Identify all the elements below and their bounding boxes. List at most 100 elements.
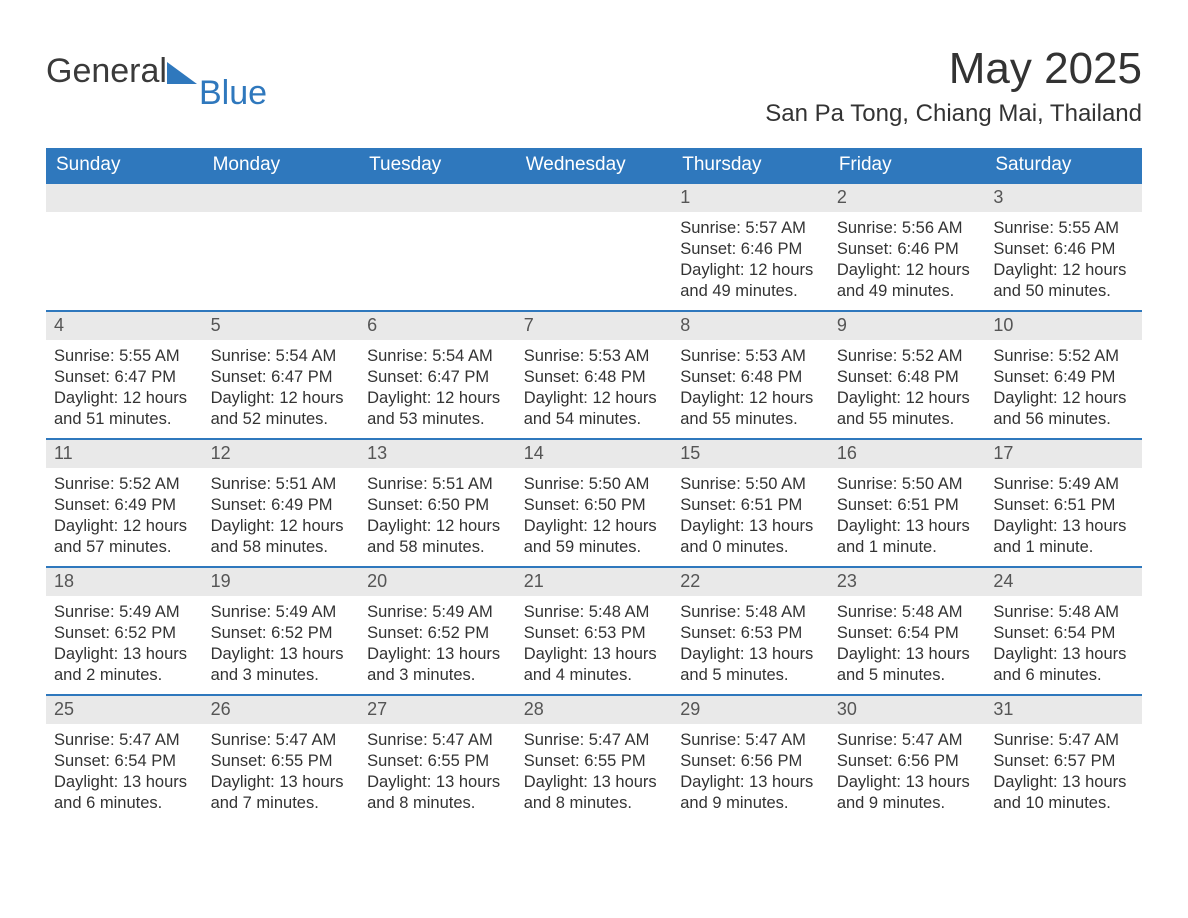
day-number: 17 — [985, 440, 1142, 467]
calendar-body: 1Sunrise: 5:57 AMSunset: 6:46 PMDaylight… — [46, 183, 1142, 823]
sunrise-text: Sunrise: 5:48 AM — [837, 602, 978, 623]
sunset-text: Sunset: 6:55 PM — [211, 751, 352, 772]
daylight-text: Daylight: 12 hours and 56 minutes. — [993, 388, 1134, 430]
daylight-text: Daylight: 13 hours and 1 minute. — [993, 516, 1134, 558]
sunset-text: Sunset: 6:57 PM — [993, 751, 1134, 772]
calendar-day-cell: 18Sunrise: 5:49 AMSunset: 6:52 PMDayligh… — [46, 567, 203, 695]
day-details: Sunrise: 5:56 AMSunset: 6:46 PMDaylight:… — [829, 212, 986, 306]
day-details: Sunrise: 5:51 AMSunset: 6:49 PMDaylight:… — [203, 468, 360, 562]
calendar-day-cell: 22Sunrise: 5:48 AMSunset: 6:53 PMDayligh… — [672, 567, 829, 695]
sunset-text: Sunset: 6:56 PM — [680, 751, 821, 772]
calendar-day-cell: 2Sunrise: 5:56 AMSunset: 6:46 PMDaylight… — [829, 183, 986, 311]
calendar-day-cell: 1Sunrise: 5:57 AMSunset: 6:46 PMDaylight… — [672, 183, 829, 311]
day-number: 14 — [516, 440, 673, 467]
weekday-header: Friday — [829, 148, 986, 183]
weekday-header: Tuesday — [359, 148, 516, 183]
day-number: 7 — [516, 312, 673, 339]
sunrise-text: Sunrise: 5:53 AM — [680, 346, 821, 367]
sunrise-text: Sunrise: 5:50 AM — [837, 474, 978, 495]
sunrise-text: Sunrise: 5:49 AM — [211, 602, 352, 623]
sunrise-text: Sunrise: 5:54 AM — [367, 346, 508, 367]
calendar-week-row: 4Sunrise: 5:55 AMSunset: 6:47 PMDaylight… — [46, 311, 1142, 439]
day-details: Sunrise: 5:49 AMSunset: 6:52 PMDaylight:… — [203, 596, 360, 690]
calendar-table: SundayMondayTuesdayWednesdayThursdayFrid… — [46, 148, 1142, 823]
title-block: May 2025 San Pa Tong, Chiang Mai, Thaila… — [765, 46, 1142, 128]
sunrise-text: Sunrise: 5:55 AM — [54, 346, 195, 367]
sunset-text: Sunset: 6:49 PM — [993, 367, 1134, 388]
calendar-day-cell: 26Sunrise: 5:47 AMSunset: 6:55 PMDayligh… — [203, 695, 360, 823]
day-details: Sunrise: 5:54 AMSunset: 6:47 PMDaylight:… — [203, 340, 360, 434]
day-number: 11 — [46, 440, 203, 467]
day-number: 2 — [829, 184, 986, 211]
calendar-day-cell — [516, 183, 673, 311]
day-details: Sunrise: 5:53 AMSunset: 6:48 PMDaylight:… — [672, 340, 829, 434]
day-details: Sunrise: 5:47 AMSunset: 6:55 PMDaylight:… — [359, 724, 516, 818]
sunset-text: Sunset: 6:46 PM — [680, 239, 821, 260]
daylight-text: Daylight: 12 hours and 51 minutes. — [54, 388, 195, 430]
daylight-text: Daylight: 12 hours and 58 minutes. — [367, 516, 508, 558]
sunset-text: Sunset: 6:52 PM — [367, 623, 508, 644]
day-details: Sunrise: 5:53 AMSunset: 6:48 PMDaylight:… — [516, 340, 673, 434]
calendar-day-cell: 24Sunrise: 5:48 AMSunset: 6:54 PMDayligh… — [985, 567, 1142, 695]
daylight-text: Daylight: 13 hours and 9 minutes. — [837, 772, 978, 814]
day-number: 6 — [359, 312, 516, 339]
daylight-text: Daylight: 13 hours and 10 minutes. — [993, 772, 1134, 814]
day-number: 15 — [672, 440, 829, 467]
day-number: 20 — [359, 568, 516, 595]
day-details: Sunrise: 5:48 AMSunset: 6:53 PMDaylight:… — [516, 596, 673, 690]
day-number: 19 — [203, 568, 360, 595]
sunset-text: Sunset: 6:46 PM — [837, 239, 978, 260]
day-number: 26 — [203, 696, 360, 723]
daylight-text: Daylight: 13 hours and 9 minutes. — [680, 772, 821, 814]
calendar-header-row: SundayMondayTuesdayWednesdayThursdayFrid… — [46, 148, 1142, 183]
day-details: Sunrise: 5:48 AMSunset: 6:54 PMDaylight:… — [829, 596, 986, 690]
sunset-text: Sunset: 6:55 PM — [524, 751, 665, 772]
sunrise-text: Sunrise: 5:48 AM — [993, 602, 1134, 623]
sunrise-text: Sunrise: 5:51 AM — [211, 474, 352, 495]
weekday-header: Monday — [203, 148, 360, 183]
sunset-text: Sunset: 6:49 PM — [211, 495, 352, 516]
daylight-text: Daylight: 12 hours and 55 minutes. — [680, 388, 821, 430]
calendar-day-cell: 28Sunrise: 5:47 AMSunset: 6:55 PMDayligh… — [516, 695, 673, 823]
day-details: Sunrise: 5:48 AMSunset: 6:54 PMDaylight:… — [985, 596, 1142, 690]
daylight-text: Daylight: 12 hours and 58 minutes. — [211, 516, 352, 558]
calendar-day-cell: 17Sunrise: 5:49 AMSunset: 6:51 PMDayligh… — [985, 439, 1142, 567]
day-number — [46, 184, 203, 211]
day-details: Sunrise: 5:52 AMSunset: 6:49 PMDaylight:… — [985, 340, 1142, 434]
sunrise-text: Sunrise: 5:47 AM — [211, 730, 352, 751]
day-number: 5 — [203, 312, 360, 339]
day-details: Sunrise: 5:49 AMSunset: 6:52 PMDaylight:… — [46, 596, 203, 690]
day-number: 3 — [985, 184, 1142, 211]
calendar-day-cell: 5Sunrise: 5:54 AMSunset: 6:47 PMDaylight… — [203, 311, 360, 439]
calendar-day-cell: 9Sunrise: 5:52 AMSunset: 6:48 PMDaylight… — [829, 311, 986, 439]
day-details: Sunrise: 5:52 AMSunset: 6:48 PMDaylight:… — [829, 340, 986, 434]
day-number: 9 — [829, 312, 986, 339]
brand-text-1: General — [46, 54, 167, 88]
page-title: May 2025 — [765, 46, 1142, 92]
calendar-day-cell: 21Sunrise: 5:48 AMSunset: 6:53 PMDayligh… — [516, 567, 673, 695]
calendar-day-cell: 29Sunrise: 5:47 AMSunset: 6:56 PMDayligh… — [672, 695, 829, 823]
sunset-text: Sunset: 6:55 PM — [367, 751, 508, 772]
day-details: Sunrise: 5:47 AMSunset: 6:56 PMDaylight:… — [829, 724, 986, 818]
sunset-text: Sunset: 6:48 PM — [837, 367, 978, 388]
sunrise-text: Sunrise: 5:49 AM — [993, 474, 1134, 495]
daylight-text: Daylight: 12 hours and 59 minutes. — [524, 516, 665, 558]
sunset-text: Sunset: 6:56 PM — [837, 751, 978, 772]
sunrise-text: Sunrise: 5:47 AM — [367, 730, 508, 751]
daylight-text: Daylight: 13 hours and 3 minutes. — [367, 644, 508, 686]
calendar-day-cell — [46, 183, 203, 311]
sunrise-text: Sunrise: 5:49 AM — [54, 602, 195, 623]
day-number: 28 — [516, 696, 673, 723]
day-details: Sunrise: 5:50 AMSunset: 6:51 PMDaylight:… — [829, 468, 986, 562]
sunset-text: Sunset: 6:49 PM — [54, 495, 195, 516]
daylight-text: Daylight: 13 hours and 8 minutes. — [367, 772, 508, 814]
daylight-text: Daylight: 13 hours and 3 minutes. — [211, 644, 352, 686]
day-details: Sunrise: 5:47 AMSunset: 6:56 PMDaylight:… — [672, 724, 829, 818]
daylight-text: Daylight: 12 hours and 53 minutes. — [367, 388, 508, 430]
calendar-day-cell: 6Sunrise: 5:54 AMSunset: 6:47 PMDaylight… — [359, 311, 516, 439]
sunrise-text: Sunrise: 5:55 AM — [993, 218, 1134, 239]
sunrise-text: Sunrise: 5:56 AM — [837, 218, 978, 239]
sunrise-text: Sunrise: 5:47 AM — [680, 730, 821, 751]
calendar-day-cell: 25Sunrise: 5:47 AMSunset: 6:54 PMDayligh… — [46, 695, 203, 823]
daylight-text: Daylight: 12 hours and 57 minutes. — [54, 516, 195, 558]
